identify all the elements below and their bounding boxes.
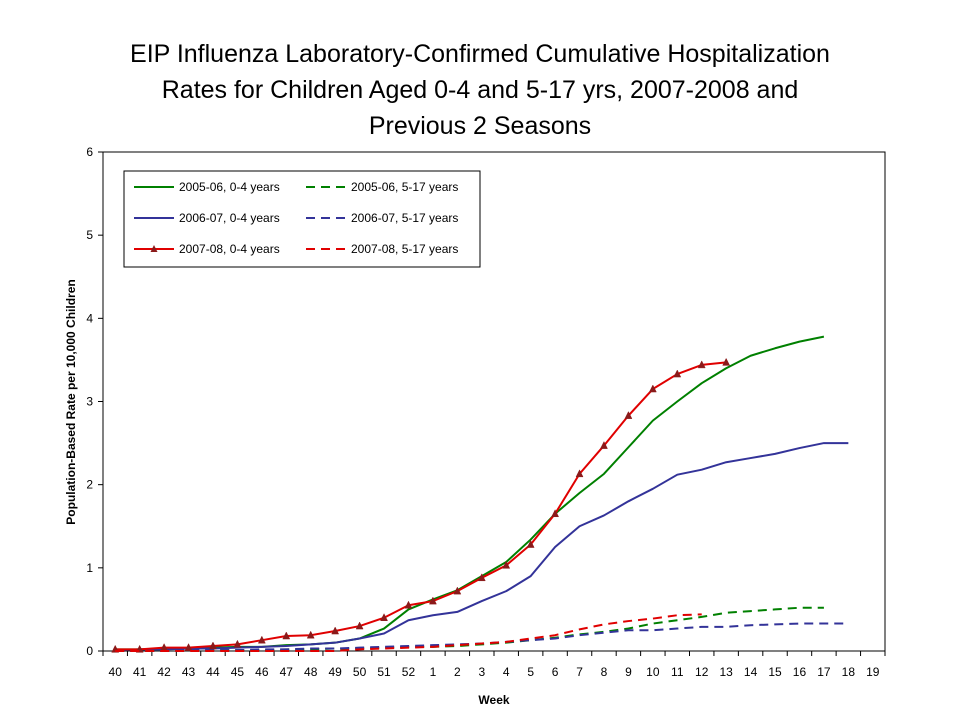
data-point-marker bbox=[673, 369, 682, 378]
x-tick-label: 14 bbox=[744, 665, 758, 679]
x-axis: 40 41 42 43 44 45 46 47 48 49 50 51 52 1 2 3 4 5 6 7 8 9 10 11 1… bbox=[102, 651, 886, 679]
x-tick-label: 50 bbox=[353, 665, 367, 679]
data-point-marker bbox=[404, 600, 413, 609]
legend-marker bbox=[150, 245, 158, 252]
legend-item: 2007-08, 5-17 years bbox=[306, 242, 458, 256]
chart-title-line-1: EIP Influenza Laboratory-Confirmed Cumul… bbox=[130, 40, 830, 68]
series-line bbox=[115, 613, 702, 652]
y-tick-label: 0 bbox=[86, 644, 93, 658]
data-point-marker bbox=[380, 613, 388, 621]
legend-label: 2005-06, 5-17 years bbox=[351, 180, 458, 194]
data-point-marker bbox=[209, 641, 217, 650]
series-layer bbox=[111, 335, 849, 653]
data-point-marker bbox=[477, 573, 486, 582]
legend-item: 2005-06, 5-17 years bbox=[306, 180, 458, 194]
legend-label: 2006-07, 0-4 years bbox=[179, 211, 280, 225]
legend-item: 2006-07, 5-17 years bbox=[306, 211, 458, 225]
data-point-marker bbox=[648, 384, 657, 393]
series-2005-06-5-17-years bbox=[115, 606, 824, 652]
data-point-marker bbox=[282, 631, 291, 640]
x-tick-label: 41 bbox=[133, 665, 147, 679]
x-tick-label: 46 bbox=[255, 665, 269, 679]
y-tick-label: 3 bbox=[86, 395, 93, 409]
x-tick-label: 12 bbox=[695, 665, 709, 679]
x-tick-label: 4 bbox=[503, 665, 510, 679]
data-point-marker bbox=[722, 357, 731, 366]
series-line bbox=[115, 606, 824, 652]
x-tick-label: 3 bbox=[478, 665, 485, 679]
x-tick-label: 43 bbox=[182, 665, 196, 679]
chart-title-line-2: Rates for Children Aged 0-4 and 5-17 yrs… bbox=[161, 76, 799, 104]
x-tick-label: 13 bbox=[719, 665, 733, 679]
x-tick-label: 19 bbox=[866, 665, 880, 679]
x-tick-label: 7 bbox=[576, 665, 583, 679]
y-tick-label: 2 bbox=[86, 478, 93, 492]
x-tick-label: 45 bbox=[231, 665, 245, 679]
data-point-marker bbox=[355, 621, 364, 630]
x-tick-label: 1 bbox=[430, 665, 437, 679]
data-point-marker bbox=[551, 509, 559, 518]
data-point-marker bbox=[331, 626, 340, 635]
chart-title-line-3: Previous 2 Seasons bbox=[368, 112, 592, 140]
legend-label: 2006-07, 5-17 years bbox=[351, 211, 458, 225]
legend-label: 2005-06, 0-4 years bbox=[179, 180, 280, 194]
series-2007-08-5-17-years bbox=[115, 613, 702, 652]
x-tick-label: 6 bbox=[552, 665, 559, 679]
data-point-marker bbox=[624, 411, 633, 419]
series-line bbox=[115, 361, 727, 651]
x-tick-label: 11 bbox=[671, 665, 684, 679]
legend-item: 2005-06, 0-4 years bbox=[134, 180, 280, 194]
x-tick-label: 47 bbox=[280, 665, 294, 679]
data-point-marker bbox=[526, 539, 535, 548]
legend-label: 2007-08, 5-17 years bbox=[351, 242, 458, 256]
data-point-marker bbox=[453, 586, 462, 595]
y-axis-label: Population-Based Rate per 10,000 Childre… bbox=[64, 279, 78, 524]
y-axis: 0 1 2 3 4 5 6 bbox=[86, 145, 103, 658]
data-point-marker bbox=[429, 596, 437, 605]
x-tick-label: 10 bbox=[646, 665, 660, 679]
data-point-marker bbox=[184, 643, 193, 651]
data-point-marker bbox=[600, 441, 608, 449]
data-point-marker bbox=[257, 635, 266, 644]
series-2007-08-0-4-years bbox=[111, 357, 731, 653]
x-tick-label: 17 bbox=[817, 665, 831, 679]
legend-item: 2006-07, 0-4 years bbox=[134, 211, 280, 225]
x-tick-label: 9 bbox=[625, 665, 632, 679]
x-tick-label: 44 bbox=[206, 665, 220, 679]
data-point-marker bbox=[306, 630, 315, 639]
series-line bbox=[115, 442, 849, 652]
data-point-marker bbox=[233, 639, 242, 648]
legend: 2005-06, 0-4 years 2005-06, 5-17 years 200… bbox=[123, 170, 481, 268]
legend-label: 2007-08, 0-4 years bbox=[179, 242, 280, 256]
x-tick-label: 8 bbox=[601, 665, 608, 679]
x-tick-label: 16 bbox=[793, 665, 807, 679]
x-tick-label: 5 bbox=[527, 665, 534, 679]
x-tick-label: 51 bbox=[377, 665, 391, 679]
y-tick-label: 1 bbox=[86, 561, 93, 575]
x-tick-label: 40 bbox=[109, 665, 123, 679]
y-tick-label: 5 bbox=[86, 228, 93, 242]
y-tick-label: 6 bbox=[86, 145, 93, 159]
series-2006-07-0-4-years bbox=[115, 442, 849, 652]
x-tick-label: 42 bbox=[157, 665, 171, 679]
x-tick-label: 15 bbox=[768, 665, 782, 679]
x-tick-label: 52 bbox=[402, 665, 416, 679]
data-point-marker bbox=[502, 560, 511, 569]
data-point-marker bbox=[697, 360, 706, 369]
legend-item: 2007-08, 0-4 years bbox=[134, 242, 280, 256]
x-tick-label: 49 bbox=[328, 665, 342, 679]
x-axis-label: Week bbox=[478, 693, 509, 707]
chart-title: EIP Influenza Laboratory-Confirmed Cumul… bbox=[0, 36, 960, 144]
x-tick-label: 2 bbox=[454, 665, 461, 679]
y-tick-label: 4 bbox=[86, 311, 93, 325]
x-tick-label: 48 bbox=[304, 665, 318, 679]
x-tick-label: 18 bbox=[842, 665, 856, 679]
data-point-marker bbox=[575, 469, 584, 478]
legend-box bbox=[123, 170, 481, 268]
